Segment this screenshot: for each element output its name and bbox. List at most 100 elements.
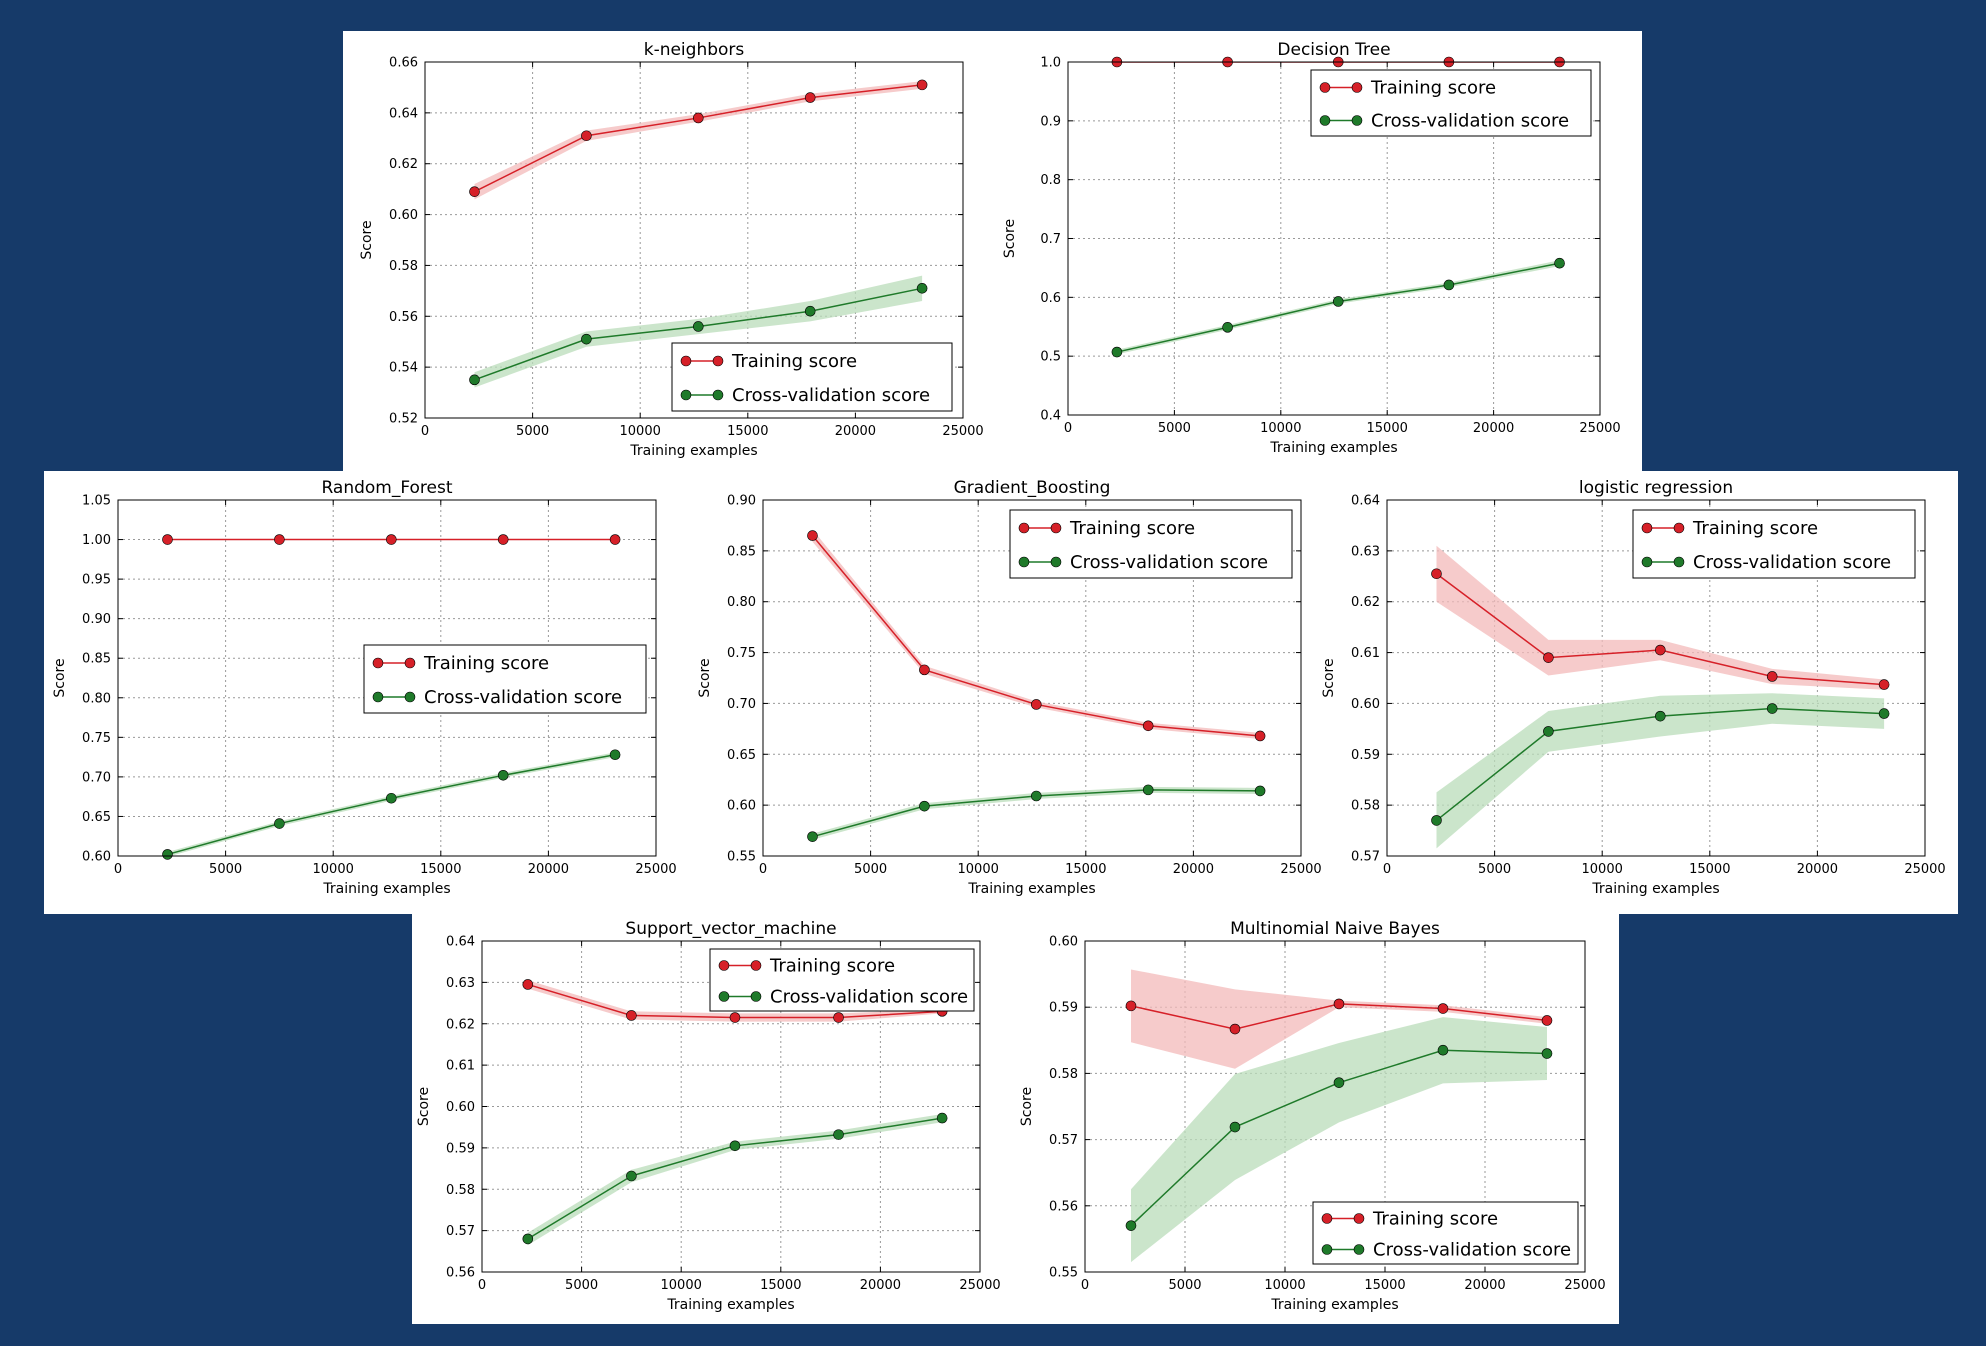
- axes-frame: [762, 499, 1302, 857]
- y-tick-label: 0.57: [1049, 1133, 1078, 1148]
- x-tick-label: 10000: [661, 1278, 702, 1293]
- data-point: [386, 792, 397, 804]
- x-tick-label: 5000: [1158, 421, 1191, 436]
- data-point: [581, 333, 592, 345]
- axes-frame: [117, 499, 657, 857]
- legend-marker: [1321, 1213, 1333, 1224]
- data-point: [919, 664, 930, 676]
- axes-frame: [1084, 940, 1586, 1273]
- x-tick-label: 5000: [1478, 862, 1511, 877]
- chart-title: Gradient_Boosting: [954, 478, 1111, 498]
- data-point: [1332, 296, 1344, 307]
- y-tick-label: 0.59: [1049, 1001, 1078, 1016]
- x-axis-label: Training examples: [967, 881, 1095, 897]
- data-point: [1541, 1015, 1553, 1026]
- x-tick-label: 15000: [1364, 1278, 1405, 1293]
- chart-k-neighbors: 0 5000 10000 15000 20000 25000 0.52 0.54 0.56 0.5…: [359, 40, 984, 459]
- y-tick-label: 0.75: [82, 731, 111, 746]
- data-point: [497, 534, 509, 545]
- legend-label: Training score: [1372, 1209, 1498, 1230]
- data-point: [1437, 1003, 1449, 1014]
- legend-marker: [404, 657, 416, 669]
- data-point: [497, 770, 509, 781]
- legend-marker: [718, 960, 730, 971]
- x-tick-label: 10000: [1582, 862, 1623, 877]
- data-point: [916, 79, 928, 91]
- legend-label: Training score: [1069, 518, 1195, 539]
- y-tick-label: 0.52: [389, 412, 418, 427]
- legend-label: Cross-validation score: [1371, 111, 1569, 132]
- y-tick-label: 0.65: [727, 748, 756, 763]
- y-tick-label: 0.59: [1351, 748, 1380, 763]
- y-tick-label: 0.58: [389, 259, 418, 274]
- data-point: [1543, 652, 1554, 663]
- data-point: [1655, 710, 1666, 722]
- y-axis-label: Score: [359, 220, 375, 259]
- y-tick-label: 0.56: [389, 310, 418, 325]
- data-point: [1222, 322, 1233, 333]
- x-axis-label: Training examples: [322, 881, 450, 897]
- y-axis-label: Score: [697, 658, 713, 697]
- x-axis-label: Training examples: [629, 443, 757, 459]
- legend-marker: [750, 991, 762, 1002]
- data-point: [693, 321, 704, 332]
- x-tick-label: 20000: [1473, 421, 1514, 436]
- data-point: [1655, 644, 1666, 656]
- y-tick-label: 0.70: [727, 697, 756, 712]
- x-tick-label: 5000: [1168, 1278, 1201, 1293]
- y-tick-label: 0.60: [82, 850, 111, 865]
- x-tick-label: 15000: [760, 1278, 801, 1293]
- chart-random-forest: 0 5000 10000 15000 20000 25000 0.60 0.65 0.70 0.7…: [52, 478, 677, 897]
- data-point: [609, 534, 621, 545]
- data-point: [1229, 1023, 1241, 1035]
- data-point: [626, 1010, 637, 1021]
- chart-decision-tree: 0 5000 10000 15000 20000 25000 0.4 0.5 0.6 0.7 0.8…: [1002, 40, 1621, 456]
- y-tick-label: 0.58: [1351, 799, 1380, 814]
- legend-label: Cross-validation score: [1373, 1240, 1571, 1261]
- chart-multinomial-naive-bayes: 0 5000 10000 15000 20000 25000 0.55 0.56 0.57 0.5…: [1019, 919, 1606, 1313]
- x-tick-label: 15000: [727, 424, 768, 439]
- chart-title: k-neighbors: [644, 40, 745, 60]
- data-point: [1031, 699, 1042, 710]
- axes-frame: [1386, 499, 1926, 857]
- data-point: [804, 305, 816, 317]
- data-point: [469, 374, 480, 386]
- y-tick-label: 1.05: [82, 494, 111, 509]
- data-point: [274, 818, 285, 829]
- y-tick-label: 0.8: [1040, 173, 1061, 188]
- x-tick-label: 25000: [1564, 1278, 1605, 1293]
- y-tick-label: 0.62: [1351, 595, 1380, 610]
- y-tick-label: 0.65: [82, 810, 111, 825]
- x-tick-label: 5000: [565, 1278, 598, 1293]
- data-point: [1878, 708, 1890, 719]
- chart-title: Random_Forest: [321, 478, 452, 498]
- data-point: [1431, 815, 1442, 826]
- legend-marker: [1050, 556, 1062, 568]
- x-tick-label: 15000: [1367, 421, 1408, 436]
- y-tick-label: 0.60: [389, 208, 418, 223]
- y-tick-label: 0.95: [82, 573, 111, 588]
- data-point: [919, 800, 930, 812]
- data-point: [804, 92, 816, 103]
- y-tick-label: 0.63: [446, 976, 475, 991]
- data-point: [729, 1012, 741, 1023]
- data-point: [1766, 703, 1778, 714]
- y-axis-label: Score: [1321, 658, 1337, 697]
- y-tick-label: 0.4: [1040, 409, 1061, 424]
- data-point: [729, 1140, 741, 1152]
- legend-label: Training score: [1370, 78, 1496, 99]
- data-point: [581, 130, 592, 142]
- x-tick-label: 5000: [209, 862, 242, 877]
- series-line: [167, 754, 616, 856]
- x-tick-label: 10000: [313, 862, 354, 877]
- legend-marker: [1018, 556, 1030, 568]
- chart-title: Multinomial Naive Bayes: [1230, 919, 1440, 939]
- legend-marker: [1319, 82, 1331, 93]
- y-tick-label: 1.0: [1040, 56, 1061, 71]
- data-point: [1554, 257, 1565, 269]
- x-tick-label: 0: [759, 862, 767, 877]
- data-point: [522, 979, 534, 990]
- x-tick-label: 10000: [958, 862, 999, 877]
- y-axis-label: Score: [52, 658, 68, 697]
- data-point: [1125, 1000, 1137, 1012]
